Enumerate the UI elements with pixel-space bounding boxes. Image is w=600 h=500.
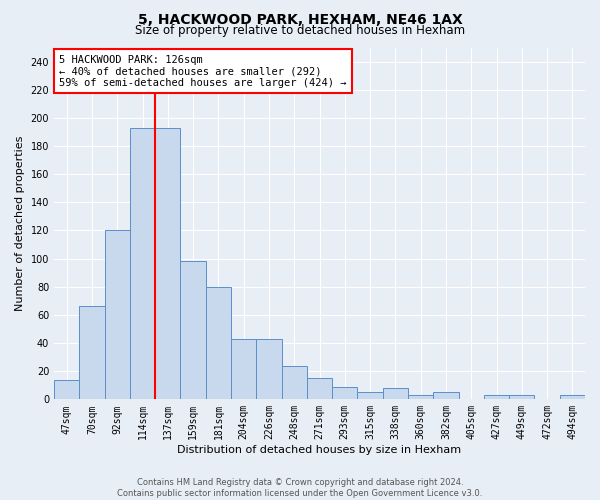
Bar [560, 395, 585, 400]
Bar [181, 262, 206, 400]
X-axis label: Distribution of detached houses by size in Hexham: Distribution of detached houses by size … [178, 445, 461, 455]
Bar [206, 286, 231, 400]
Bar [104, 230, 130, 400]
Bar [155, 128, 181, 400]
Bar [408, 395, 433, 400]
Text: 5 HACKWOOD PARK: 126sqm
← 40% of detached houses are smaller (292)
59% of semi-d: 5 HACKWOOD PARK: 126sqm ← 40% of detache… [59, 54, 347, 88]
Bar [509, 395, 535, 400]
Text: Contains HM Land Registry data © Crown copyright and database right 2024.
Contai: Contains HM Land Registry data © Crown c… [118, 478, 482, 498]
Bar [281, 366, 307, 400]
Bar [54, 380, 79, 400]
Bar [332, 386, 358, 400]
Bar [383, 388, 408, 400]
Y-axis label: Number of detached properties: Number of detached properties [15, 136, 25, 311]
Bar [433, 392, 458, 400]
Bar [130, 128, 155, 400]
Text: 5, HACKWOOD PARK, HEXHAM, NE46 1AX: 5, HACKWOOD PARK, HEXHAM, NE46 1AX [137, 12, 463, 26]
Bar [79, 306, 104, 400]
Bar [358, 392, 383, 400]
Bar [231, 339, 256, 400]
Bar [307, 378, 332, 400]
Text: Size of property relative to detached houses in Hexham: Size of property relative to detached ho… [135, 24, 465, 37]
Bar [484, 395, 509, 400]
Bar [256, 339, 281, 400]
